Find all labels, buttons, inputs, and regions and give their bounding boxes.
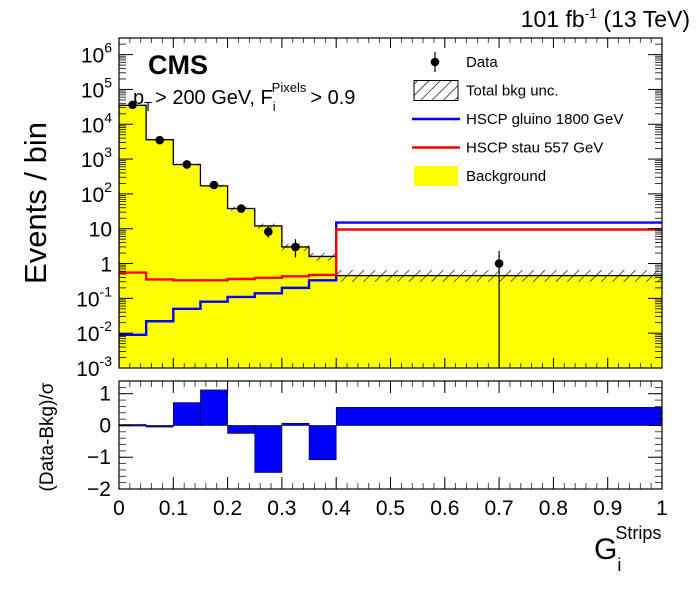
y-tick-label: 10-2 [76, 318, 112, 346]
ratio-bar [254, 425, 283, 473]
data-point [182, 160, 192, 169]
ratio-bar [335, 407, 662, 426]
y-tick-label: 10-1 [76, 283, 112, 311]
x-tick-label: 0.7 [484, 497, 513, 520]
cut-label: pT > 200 GeV, FiPixels > 0.9 [133, 80, 355, 114]
background-bin [254, 225, 282, 368]
x-tick-label: 0 [113, 497, 125, 520]
x-tick-label: 0.9 [593, 497, 622, 520]
background-bin [227, 208, 255, 368]
x-tick-label: 0.8 [539, 497, 568, 520]
y-tick-label: 10-3 [76, 353, 112, 381]
x-tick-label: 0.5 [376, 497, 405, 520]
data-point [494, 259, 504, 268]
ratio-bar [145, 425, 174, 428]
background-bin [173, 164, 201, 368]
ratio-bar [227, 425, 256, 434]
x-tick-label: 0.2 [213, 497, 242, 520]
legend-label: Total bkg unc. [466, 83, 559, 100]
y-tick-label: 104 [81, 109, 112, 137]
x-tick-label: 0.4 [322, 497, 352, 520]
legend-label: Data [466, 54, 498, 71]
ratio-y-tick-label: −2 [87, 478, 111, 501]
x-tick-label: 0.1 [159, 497, 188, 520]
ratio-y-tick-label: 1 [99, 383, 111, 406]
legend-label: HSCP gluino 1800 GeV [466, 111, 623, 128]
x-tick-label: 0.3 [267, 497, 296, 520]
y-axis-label: Events / bin [18, 122, 53, 284]
x-axis-label: GiStrips [594, 523, 661, 575]
signal-stau-line [119, 228, 662, 282]
x-tick-label: 1 [656, 497, 668, 520]
cms-label: CMS [148, 50, 208, 80]
y-tick-label: 106 [81, 40, 112, 68]
signal-gluino-line [119, 221, 662, 336]
ratio-bar [308, 425, 337, 461]
legend-label: HSCP stau 557 GeV [466, 140, 603, 157]
y-tick-label: 102 [81, 179, 112, 207]
background-bin [146, 139, 174, 368]
ratio-bar [200, 389, 228, 426]
ratio-bar [173, 402, 201, 426]
legend-label: Background [466, 168, 546, 185]
ratio-y-tick-label: −1 [87, 446, 111, 469]
ratio-panel: 10−1−20 0.1 0.2 0.3 0.4 0.5 0.6 0.7 0.8 0.9 1 (Dat… [37, 380, 668, 575]
data-point [155, 135, 165, 145]
data-point [291, 242, 300, 252]
y-tick-label: 103 [81, 144, 112, 172]
data-point [236, 204, 246, 213]
data-point [209, 180, 219, 190]
legend: Data Total bkg unc. HSCP gluino 1800 GeV HS… [412, 52, 623, 186]
data-point [128, 100, 137, 110]
legend-fill-swatch [414, 166, 458, 186]
y-tick-label: 105 [81, 74, 112, 102]
legend-hatch-swatch [413, 80, 459, 101]
x-tick-label: 0.6 [430, 497, 459, 520]
y-tick-label: 10 [89, 219, 112, 242]
y-tick-label: 1 [100, 254, 112, 277]
bkg-unc-band-bin [309, 253, 337, 261]
background-bin [200, 185, 228, 368]
bkg-unc-band-bin [254, 223, 282, 229]
background-bin [309, 256, 337, 368]
ratio-y-label: (Data-Bkg)/σ [37, 382, 58, 491]
ratio-bar [281, 422, 310, 426]
data-point [264, 227, 273, 237]
legend-data-marker [430, 57, 440, 67]
ratio-y-tick-label: 0 [99, 414, 111, 437]
background-bin [281, 246, 310, 368]
lumi-label: 101 fb-1 (13 TeV) [521, 5, 690, 32]
